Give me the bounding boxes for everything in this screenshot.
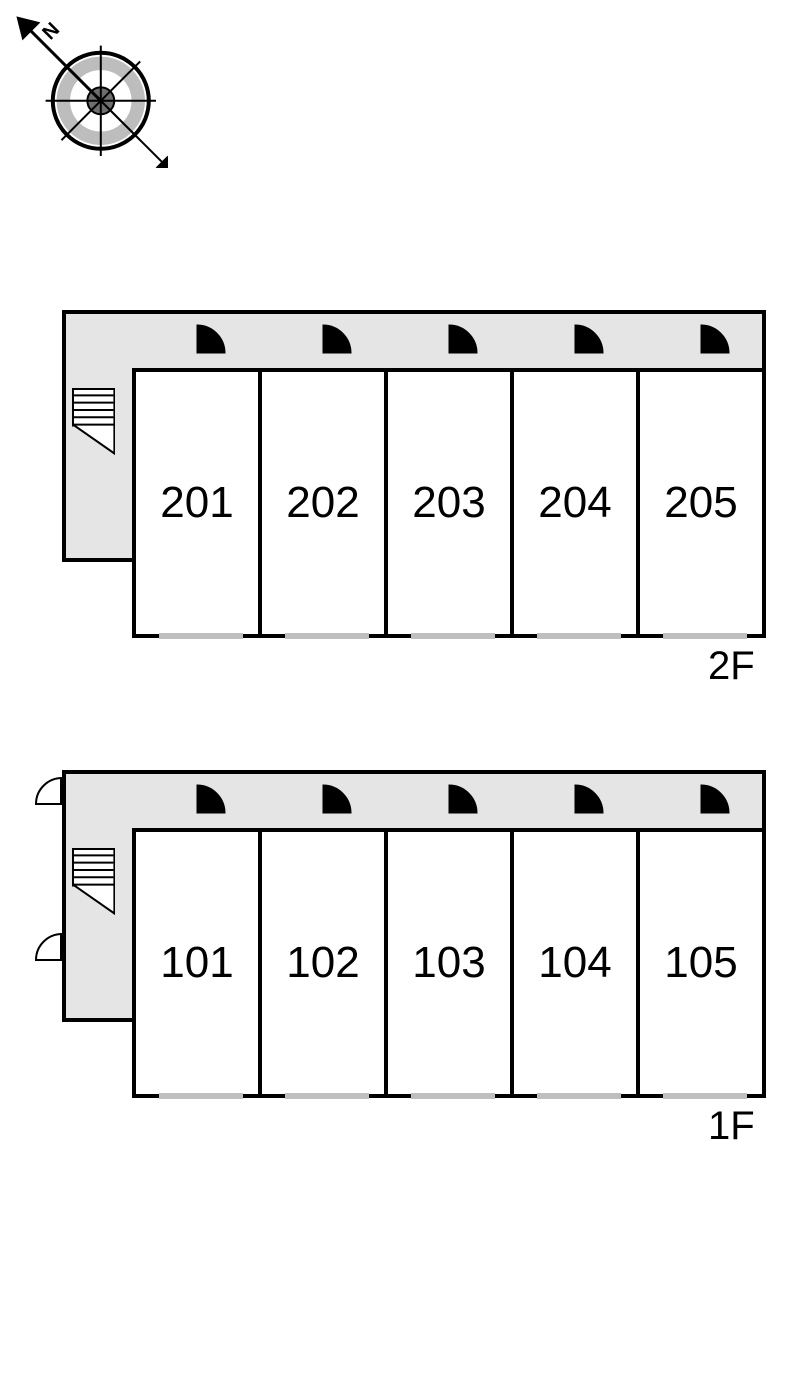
door-icon (195, 323, 223, 351)
external-door-icon (34, 776, 60, 802)
window-mark (537, 633, 620, 639)
window-mark (411, 1093, 494, 1099)
door-icon (447, 323, 475, 351)
page-root: N 201 202 203 204 205 2F 101 102 10 (0, 0, 800, 1373)
door-icon (321, 323, 349, 351)
floorplan-2f: 201 202 203 204 205 (62, 310, 766, 638)
unit-label: 104 (538, 938, 611, 988)
compass-icon: N (8, 8, 168, 168)
unit-label: 204 (538, 478, 611, 528)
unit-205: 205 (636, 368, 766, 638)
window-mark (411, 633, 494, 639)
window-mark (159, 633, 242, 639)
unit-202: 202 (258, 368, 388, 638)
floor-label-2f: 2F (708, 644, 755, 689)
window-mark (159, 1093, 242, 1099)
door-icon (573, 323, 601, 351)
unit-label: 205 (664, 478, 737, 528)
unit-105: 105 (636, 828, 766, 1098)
door-icon (447, 783, 475, 811)
unit-label: 203 (412, 478, 485, 528)
unit-label: 102 (286, 938, 359, 988)
window-mark (663, 633, 746, 639)
unit-label: 103 (412, 938, 485, 988)
window-mark (285, 633, 368, 639)
unit-label: 105 (664, 938, 737, 988)
stair-icon (72, 388, 115, 455)
door-icon (573, 783, 601, 811)
window-mark (285, 1093, 368, 1099)
external-door-icon (34, 932, 60, 958)
door-icon (699, 783, 727, 811)
unit-201: 201 (132, 368, 262, 638)
floor-label-1f: 1F (708, 1104, 755, 1149)
unit-label: 202 (286, 478, 359, 528)
door-icon (321, 783, 349, 811)
unit-103: 103 (384, 828, 514, 1098)
corridor-seam-top (66, 314, 762, 368)
window-mark (537, 1093, 620, 1099)
door-icon (195, 783, 223, 811)
floorplan-1f: 101 102 103 104 105 (62, 770, 766, 1098)
units-row: 101 102 103 104 105 (132, 828, 766, 1098)
door-icon (699, 323, 727, 351)
unit-204: 204 (510, 368, 640, 638)
unit-104: 104 (510, 828, 640, 1098)
unit-101: 101 (132, 828, 262, 1098)
unit-102: 102 (258, 828, 388, 1098)
unit-203: 203 (384, 368, 514, 638)
stair-icon (72, 848, 115, 915)
unit-label: 101 (160, 938, 233, 988)
units-row: 201 202 203 204 205 (132, 368, 766, 638)
unit-label: 201 (160, 478, 233, 528)
window-mark (663, 1093, 746, 1099)
corridor-seam-top (66, 774, 762, 828)
